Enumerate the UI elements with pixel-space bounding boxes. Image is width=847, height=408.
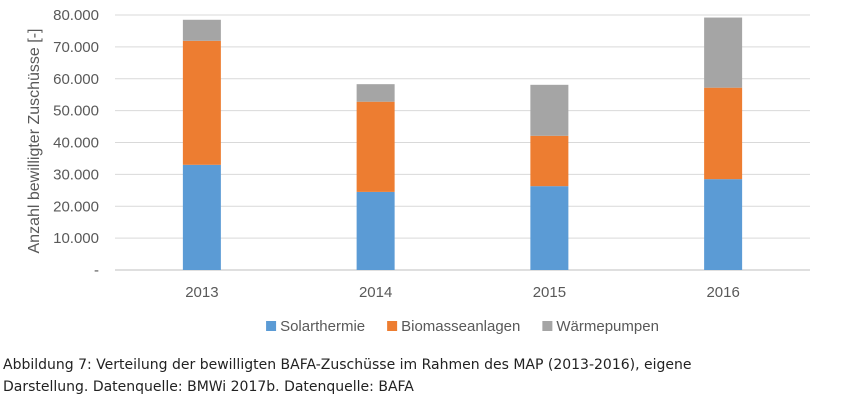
y-axis-ticks: - 10.000 20.000 30.000 40.000 50.000 60.000 70.…: [53, 7, 99, 279]
stacked-bar-chart: - 10.000 20.000 30.000 40.000 50.000 60.000 70.…: [26, 7, 810, 335]
bar-segment: [530, 135, 569, 187]
bars: [182, 17, 743, 270]
y-tick-label: -: [94, 262, 99, 279]
figure-caption: Abbildung 7: Verteilung der bewilligten …: [3, 354, 843, 398]
bar-segment: [530, 84, 569, 136]
legend-label: Biomasseanlagen: [401, 318, 520, 335]
legend-swatch: [542, 321, 553, 331]
legend-item: Wärmepumpen: [542, 318, 659, 335]
y-tick-label: 20.000: [53, 198, 99, 215]
legend-item: Solarthermie: [266, 318, 365, 335]
legend: Solarthermie Biomasseanlagen Wärmepumpen: [266, 318, 659, 335]
legend-label: Solarthermie: [280, 318, 365, 335]
bar-segment: [182, 40, 221, 165]
y-tick-label: 80.000: [53, 7, 99, 24]
bar-segment: [356, 191, 395, 270]
gridlines: [115, 14, 810, 271]
legend-swatch: [387, 321, 398, 331]
bar-segment: [356, 84, 395, 102]
bar-segment: [182, 19, 221, 41]
legend-swatch: [266, 321, 277, 331]
x-tick-label: 2015: [533, 284, 566, 301]
legend-label: Wärmepumpen: [556, 318, 659, 335]
y-tick-label: 30.000: [53, 166, 99, 183]
y-tick-label: 40.000: [53, 135, 99, 152]
legend-item: Biomasseanlagen: [387, 318, 520, 335]
bar-segment: [530, 186, 569, 270]
bar-segment: [704, 87, 743, 180]
y-tick-label: 60.000: [53, 71, 99, 88]
bar-segment: [704, 179, 743, 270]
y-tick-label: 50.000: [53, 103, 99, 120]
caption-line-2: Darstellung. Datenquelle: BMWi 2017b. Da…: [3, 379, 414, 395]
x-axis-ticks: 2013 2014 2015 2016: [185, 284, 740, 301]
y-tick-label: 10.000: [53, 230, 99, 247]
x-tick-label: 2016: [706, 284, 739, 301]
x-tick-label: 2014: [359, 284, 392, 301]
y-axis-title: Anzahl bewilligter Zuschüsse [-]: [26, 29, 43, 254]
bar-segment: [704, 17, 743, 88]
caption-line-1: Abbildung 7: Verteilung der bewilligten …: [3, 357, 692, 373]
bar-segment: [356, 101, 395, 192]
bar-segment: [182, 164, 221, 270]
y-tick-label: 70.000: [53, 39, 99, 56]
x-tick-label: 2013: [185, 284, 218, 301]
